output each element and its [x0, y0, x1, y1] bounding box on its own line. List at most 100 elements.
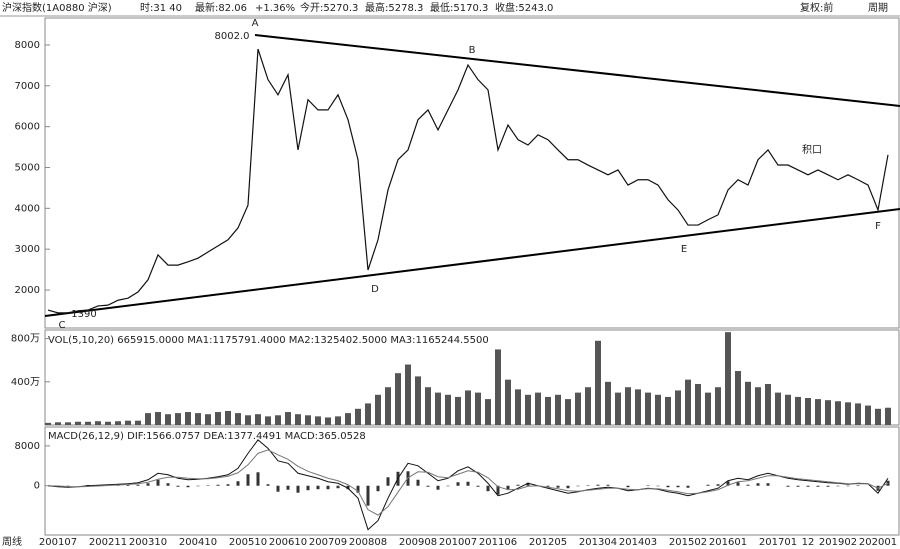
bar — [265, 416, 271, 425]
annotation: D — [371, 284, 379, 295]
macd-bar — [316, 485, 320, 490]
x-tick-label: 201701 — [759, 537, 797, 548]
bar — [255, 414, 261, 425]
frequency: 周线 — [2, 535, 22, 548]
bar — [835, 401, 841, 425]
x-tick-label: 200808 — [349, 537, 387, 548]
bar — [205, 414, 211, 425]
y-tick-label: 400万 — [11, 377, 40, 388]
header-open: 今开:5270.3 — [300, 1, 358, 14]
macd-bar — [476, 485, 480, 487]
line — [47, 439, 889, 531]
macd-bar — [746, 484, 750, 486]
header-period[interactable]: 周期 — [868, 2, 888, 14]
bar — [85, 421, 91, 425]
annotation: F — [875, 221, 881, 232]
y-tick-label: 800万 — [11, 334, 40, 345]
macd-bar — [466, 481, 470, 486]
annotation: 积口 — [802, 144, 822, 156]
bar — [675, 390, 681, 425]
macd-bar — [236, 481, 240, 486]
x-tick-label: 200709 — [309, 537, 347, 548]
macd-bar — [506, 485, 510, 490]
bar — [45, 422, 51, 425]
bar — [455, 396, 461, 425]
header-last: 最新:82.06 — [195, 1, 247, 14]
bar — [225, 410, 231, 425]
macd-bar — [186, 485, 190, 488]
macd-bar — [826, 485, 830, 487]
bar — [165, 414, 171, 425]
macd-bar — [286, 485, 290, 490]
trend-line — [44, 208, 900, 317]
macd-bar — [436, 485, 440, 490]
bar — [445, 394, 451, 425]
bar — [735, 371, 741, 425]
bar — [65, 422, 71, 425]
x-tick-label: 201106 — [479, 537, 517, 548]
x-tick-label: 201403 — [619, 537, 657, 548]
x-tick-label: 201902 — [819, 537, 857, 548]
bar — [635, 389, 641, 425]
macd-bar — [566, 485, 570, 489]
bar — [595, 340, 601, 425]
header: 沪深指数(1A0880 沪深) 时:31 40 最新:82.06 +1.36% … — [0, 1, 900, 17]
bar — [525, 394, 531, 425]
bar — [245, 415, 251, 425]
y-tick-label: 3000 — [15, 244, 40, 255]
annotation: A — [252, 18, 259, 29]
bar — [685, 379, 691, 425]
bar — [115, 421, 121, 425]
bar — [475, 392, 481, 425]
bar — [845, 402, 851, 425]
macd-bar — [346, 485, 350, 490]
x-tick-label: 202001 — [859, 537, 897, 548]
bar — [535, 392, 541, 425]
x-tick-label: 200410 — [179, 537, 217, 548]
volume-frame — [44, 329, 900, 426]
macd-bar — [136, 484, 140, 486]
bar — [55, 422, 61, 425]
header-restore[interactable]: 复权:前 — [800, 1, 833, 14]
bar — [695, 383, 701, 425]
bar — [655, 394, 661, 425]
bar — [415, 376, 421, 425]
macd-bar — [426, 485, 430, 487]
bar — [75, 421, 81, 425]
bar — [285, 412, 291, 425]
macd-bar — [716, 484, 720, 486]
macd-bar — [546, 485, 550, 487]
macd-frame — [44, 426, 900, 536]
bar — [505, 379, 511, 425]
macd-bar — [526, 482, 530, 486]
header-low: 最低:5170.3 — [430, 1, 488, 14]
bar — [175, 413, 181, 425]
bar — [565, 399, 571, 425]
bar — [855, 403, 861, 425]
bar — [825, 400, 831, 425]
macd-bar — [726, 481, 730, 486]
macd-bar — [796, 485, 800, 487]
header-name: 沪深指数(1A0880 沪深) — [2, 1, 112, 14]
macd-bar — [176, 485, 180, 487]
bar — [585, 387, 591, 425]
annotation: 1390 — [71, 309, 96, 320]
x-tick-label: 201205 — [529, 537, 567, 548]
y-tick-label: 7000 — [15, 81, 40, 92]
x-tick-label: 200510 — [229, 537, 267, 548]
header-close: 收盘:5243.0 — [495, 1, 553, 14]
bar — [765, 383, 771, 425]
y-tick-label: 4000 — [15, 203, 40, 214]
bar — [155, 412, 161, 425]
bar — [275, 415, 281, 425]
bar — [645, 392, 651, 425]
bar — [95, 421, 101, 425]
bar — [775, 392, 781, 425]
bar — [465, 390, 471, 425]
bar — [725, 332, 731, 425]
bar — [715, 387, 721, 425]
macd-bar — [336, 485, 340, 489]
macd-bar — [736, 482, 740, 486]
bar — [135, 420, 141, 425]
annotation: B — [469, 45, 476, 56]
